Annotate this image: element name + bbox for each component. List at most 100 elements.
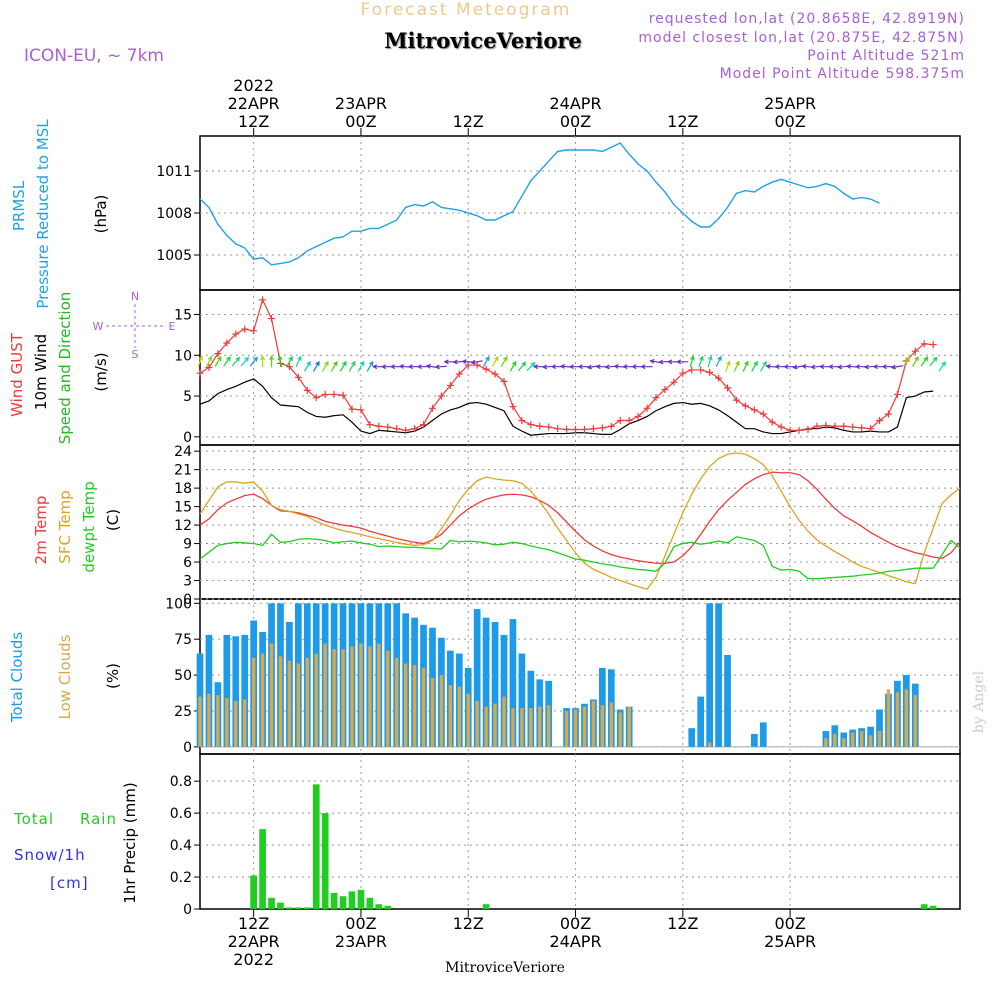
compass-s: S [132,348,139,361]
pressure-label-prmsl: PRMSL [10,180,28,231]
gust-marker [786,426,794,434]
low-cloud-bar [484,706,488,747]
pressure-line [199,142,880,266]
gust-marker [920,340,928,348]
total-cloud-bar [509,619,517,747]
cloud-unit: (%) [104,663,122,689]
gust-marker [625,417,633,425]
total-cloud-bar [241,634,249,747]
pressure-unit: (hPa) [92,195,110,234]
rain-bar [339,896,347,909]
gust-marker [867,425,875,433]
low-cloud-bar [582,706,587,747]
gust-marker [643,404,651,412]
gust-marker [250,327,258,335]
low-cloud-bar [707,742,712,747]
total-cloud-bar [724,654,731,747]
bottom-tick-label: 2022 [233,950,274,969]
gust-marker [428,404,436,412]
top-tick-label: 00Z [774,112,805,131]
gust-marker [339,391,347,399]
wind-direction-arrow [206,355,213,368]
low-cloud-bar [448,685,453,747]
low-cloud-bar [359,643,363,747]
temp-label-2m: 2m Temp [32,496,50,565]
low-cloud-bar [198,696,202,747]
rain-bar [295,907,302,909]
wind-direction-arrow [286,355,293,367]
wind-direction-arrow [339,360,347,372]
y-tick-label: 0 [183,592,192,608]
gust-marker [384,423,392,431]
low-cloud-bar [842,738,846,747]
total-cloud-bar [482,617,490,747]
low-cloud-bar [251,657,256,747]
wind-direction-arrow [751,360,758,372]
wind-direction-arrow [912,355,919,367]
low-cloud-bar [305,657,309,747]
gust-marker [214,350,222,358]
low-cloud-bar [332,649,336,747]
model-altitude: Model Point Altitude 598.375m [720,66,965,82]
wind-direction-arrow [330,360,338,372]
low-cloud-bar [457,686,461,747]
y-tick-label: 1008 [156,206,192,222]
y-tick-label: 18 [174,481,192,497]
rain-bar [375,904,383,909]
temp-label-dewpt: dewpt Temp [80,481,98,572]
low-cloud-bar [323,643,327,747]
rain-bar [259,829,266,909]
low-cloud-bar [243,699,247,747]
rain-bar [312,784,320,909]
bottom-tick-label: 00Z [774,914,805,933]
bottom-tick-label: 25APR [764,932,816,951]
wind-direction-arrow [517,361,527,372]
total-cloud-bar [688,728,696,747]
top-tick-label: 12Z [453,112,484,131]
wind-direction-arrow [526,361,536,371]
temp-labels: 2m Temp SFC Temp dewpt Temp (C) [32,481,122,572]
gust-marker [759,410,767,418]
gust-marker [563,426,571,433]
top-tick-label: 2022 [233,76,274,95]
total-cloud-bar [697,696,705,747]
footer-title: MitroviceVeriore [445,960,565,976]
dewpt-temp-line [199,533,961,580]
low-cloud-bar [520,708,524,747]
rain-bar [330,893,338,909]
low-cloud-bar [904,689,909,747]
gust-marker [330,390,338,398]
gust-marker [303,386,311,394]
gust-marker [509,403,517,411]
wind-unit: (m/s) [92,352,110,391]
gust-marker [679,369,687,377]
gust-marker [205,364,213,371]
low-cloud-bar [421,667,426,747]
low-cloud-bar [618,712,622,747]
wind-direction-arrow [733,360,740,372]
wind-direction-arrow [742,360,749,372]
y-tick-label: 0.6 [170,806,192,822]
cloud-label-low: Low Clouds [56,634,74,719]
rain-bar [286,907,293,909]
wind-direction-arrow [760,360,767,372]
total-cloud-bar [751,733,758,747]
low-cloud-bar [475,700,479,747]
low-cloud-bar [341,649,345,747]
low-cloud-bar [412,665,417,747]
wind-direction-arrow [783,364,796,370]
wind-direction-arrow [500,355,508,367]
pressure-labels: PRMSL Pressure Reduced to MSL (hPa) [10,119,110,309]
gust-marker [518,417,526,425]
low-cloud-bar [538,706,542,747]
wind-direction-arrow [260,355,266,368]
gust-marker [437,392,445,400]
low-cloud-bar [868,735,873,747]
gust-marker [804,426,812,433]
gust-marker [294,373,302,381]
rain-bar [303,907,311,909]
low-cloud-bar [296,663,301,747]
pressure-panel: 1005 1008 1011 [156,136,960,290]
wind-direction-arrow [689,355,695,368]
